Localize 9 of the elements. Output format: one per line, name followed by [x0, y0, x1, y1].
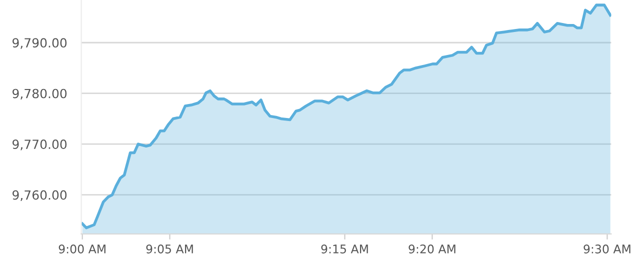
y-tick-label: 9,770.00	[12, 140, 67, 150]
y-tick-label: 9,780.00	[12, 88, 67, 100]
x-tick-label: 9:30 AM	[584, 244, 630, 254]
x-tick-label: 9:15 AM	[321, 244, 368, 254]
x-tick-label: 9:05 AM	[146, 244, 193, 254]
x-tick-label: 9:00 AM	[58, 244, 106, 254]
x-tick-label: 9:20 AM	[408, 244, 456, 254]
y-tick-label: 9,790.00	[12, 38, 67, 49]
y-tick-label: 9,760.00	[12, 190, 67, 202]
